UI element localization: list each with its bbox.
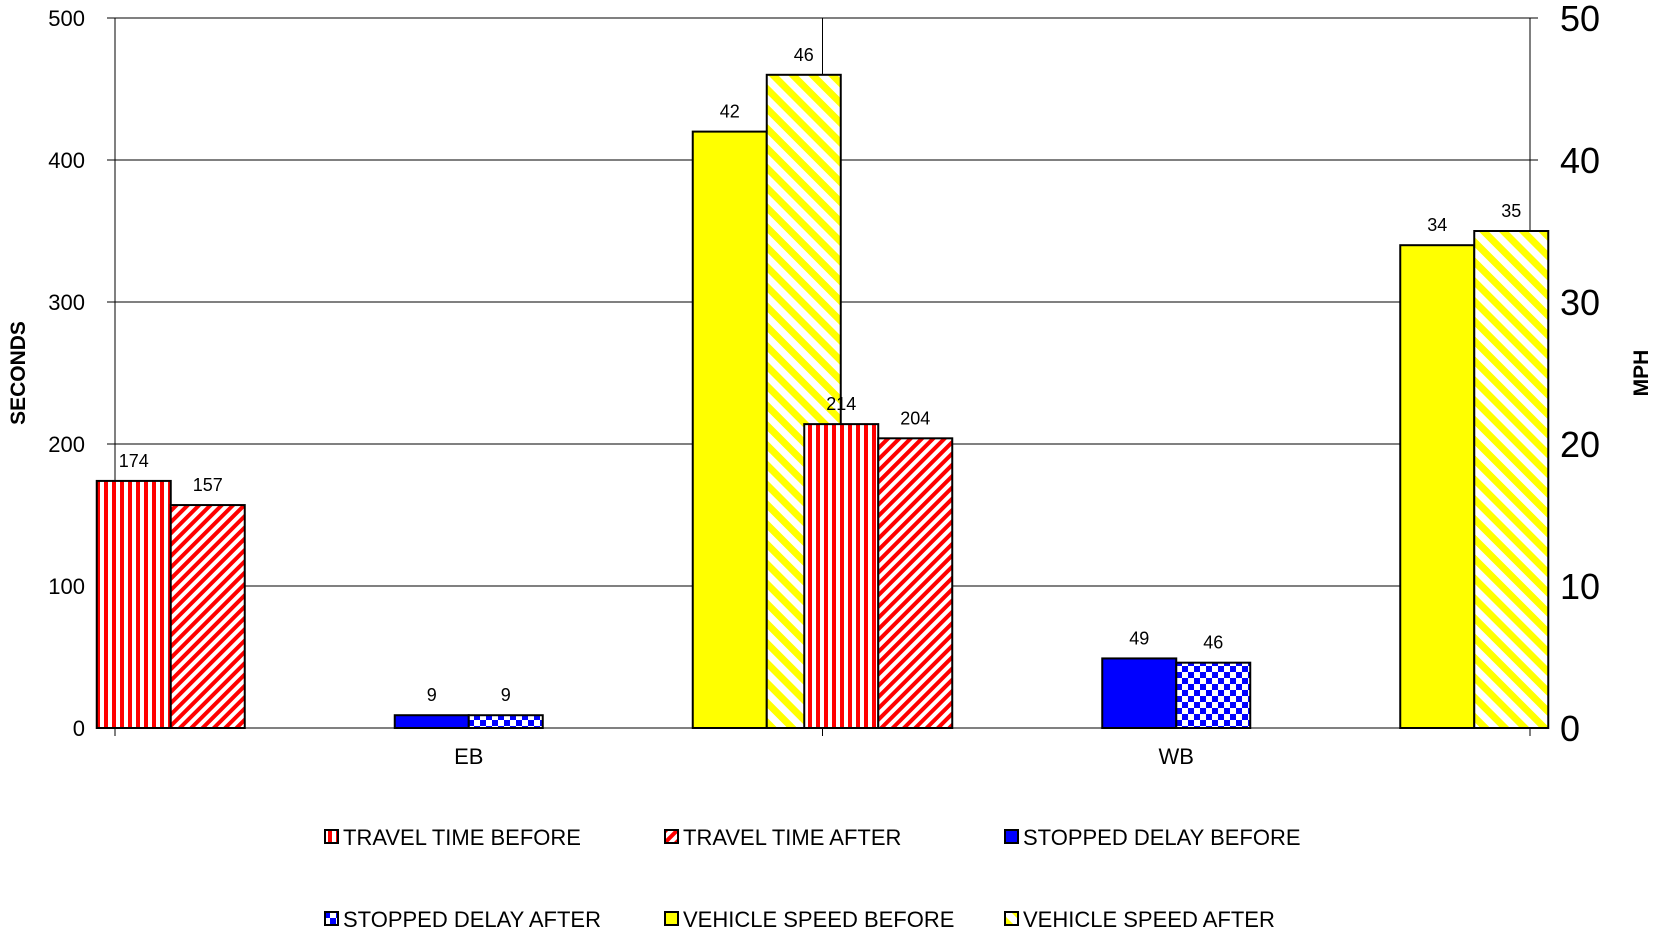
data-label: 214 (826, 394, 856, 414)
legend-swatch (1004, 829, 1019, 844)
data-label: 42 (720, 102, 740, 122)
data-label: 9 (427, 685, 437, 705)
legend-label: STOPPED DELAY AFTER (343, 907, 601, 932)
bars (95, 73, 1550, 730)
bar (467, 714, 544, 729)
bar (1473, 230, 1550, 729)
bar (169, 504, 246, 729)
bar (1175, 661, 1252, 729)
y-right-tick-label: 40 (1560, 140, 1600, 181)
y-right-tick-label: 20 (1560, 424, 1600, 465)
bar (877, 437, 954, 729)
legend-swatch (664, 829, 679, 844)
y-tick-label: 300 (48, 290, 85, 315)
bar (1101, 657, 1178, 729)
data-label: 46 (794, 45, 814, 65)
data-labels: 174 157 9 9 42 46 214 204 49 46 34 35 (119, 45, 1522, 705)
y-tick-label: 0 (73, 716, 85, 741)
legend-swatch (664, 911, 679, 926)
axes: 0 100 200 300 400 500 0 10 20 30 40 50 SECONDS MPH EB W… (7, 0, 1653, 769)
data-label: 34 (1427, 215, 1447, 235)
y-right-tick-label: 0 (1560, 708, 1580, 749)
y-right-axis-title: MPH (1630, 350, 1653, 397)
y-right-tick-label: 10 (1560, 566, 1600, 607)
y-tick-label: 500 (48, 6, 85, 31)
legend-swatch (324, 911, 339, 926)
data-label: 204 (900, 408, 930, 428)
data-label: 46 (1203, 633, 1223, 653)
x-tick-label: EB (454, 744, 483, 769)
y-right-tick-label: 50 (1560, 0, 1600, 39)
legend-label: TRAVEL TIME BEFORE (343, 825, 581, 850)
legend-label: TRAVEL TIME AFTER (683, 825, 901, 850)
y-right-tick-label: 30 (1560, 282, 1600, 323)
bar (95, 479, 172, 730)
y-tick-label: 400 (48, 148, 85, 173)
legend-swatch (1004, 911, 1019, 926)
y-tick-label: 100 (48, 574, 85, 599)
legend-label: VEHICLE SPEED AFTER (1023, 907, 1275, 932)
y-axis-title: SECONDS (7, 321, 30, 425)
x-tick-label: WB (1159, 744, 1194, 769)
data-label: 49 (1129, 628, 1149, 648)
bar (803, 423, 880, 729)
legend-label: STOPPED DELAY BEFORE (1023, 825, 1301, 850)
bar (691, 130, 768, 730)
data-label: 35 (1501, 201, 1521, 221)
bar (393, 714, 470, 729)
bar (1399, 244, 1476, 729)
data-label: 9 (501, 685, 511, 705)
y-tick-label: 200 (48, 432, 85, 457)
data-label: 174 (119, 451, 149, 471)
legend-label: VEHICLE SPEED BEFORE (683, 907, 954, 932)
legend-swatch (324, 829, 339, 844)
legend: TRAVEL TIME BEFORE TRAVEL TIME AFTER STOPP… (324, 825, 1301, 932)
data-label: 157 (193, 475, 223, 495)
